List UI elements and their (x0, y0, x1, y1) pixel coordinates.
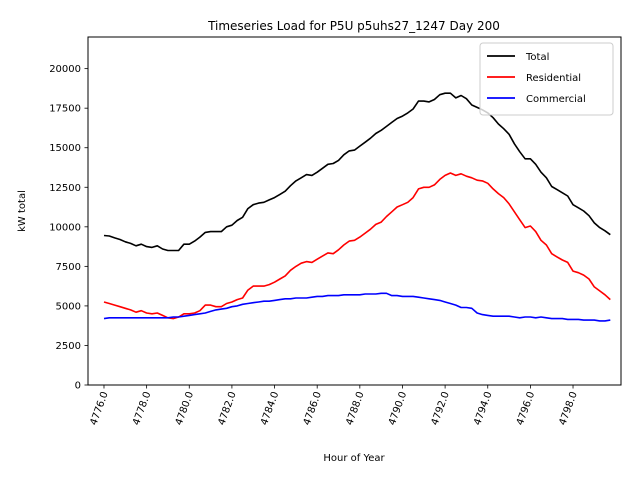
y-axis: 0 2500 5000 7500 10000 12500 15000 17500 20000 (49, 64, 88, 392)
y-tick-label: 2500 (56, 341, 81, 352)
y-tick-label: 15000 (49, 143, 81, 154)
legend-label-residential: Residential (526, 73, 581, 84)
legend-frame (479, 42, 614, 116)
series-line-total (103, 92, 611, 252)
plot-frame (87, 36, 622, 386)
series-line-commercial (103, 292, 611, 322)
chart-title: Timeseries Load for P5U p5uhs27_1247 Day… (207, 19, 500, 33)
series-line-residential (103, 172, 611, 320)
y-tick-label: 20000 (49, 64, 81, 75)
legend: Total Residential Commercial (479, 42, 614, 116)
series-group (103, 92, 611, 322)
y-tick-label: 10000 (49, 222, 81, 233)
legend-label-total: Total (525, 52, 549, 63)
legend-label-commercial: Commercial (526, 94, 586, 105)
y-tick-label: 17500 (49, 104, 81, 115)
y-tick-label: 0 (75, 381, 81, 392)
y-tick-label: 12500 (49, 183, 81, 194)
y-tick-label: 7500 (56, 262, 81, 273)
x-axis-label: Hour of Year (323, 453, 385, 464)
plot-area (87, 36, 622, 386)
y-tick-label: 5000 (56, 301, 81, 312)
y-axis-label: kW total (17, 190, 28, 232)
